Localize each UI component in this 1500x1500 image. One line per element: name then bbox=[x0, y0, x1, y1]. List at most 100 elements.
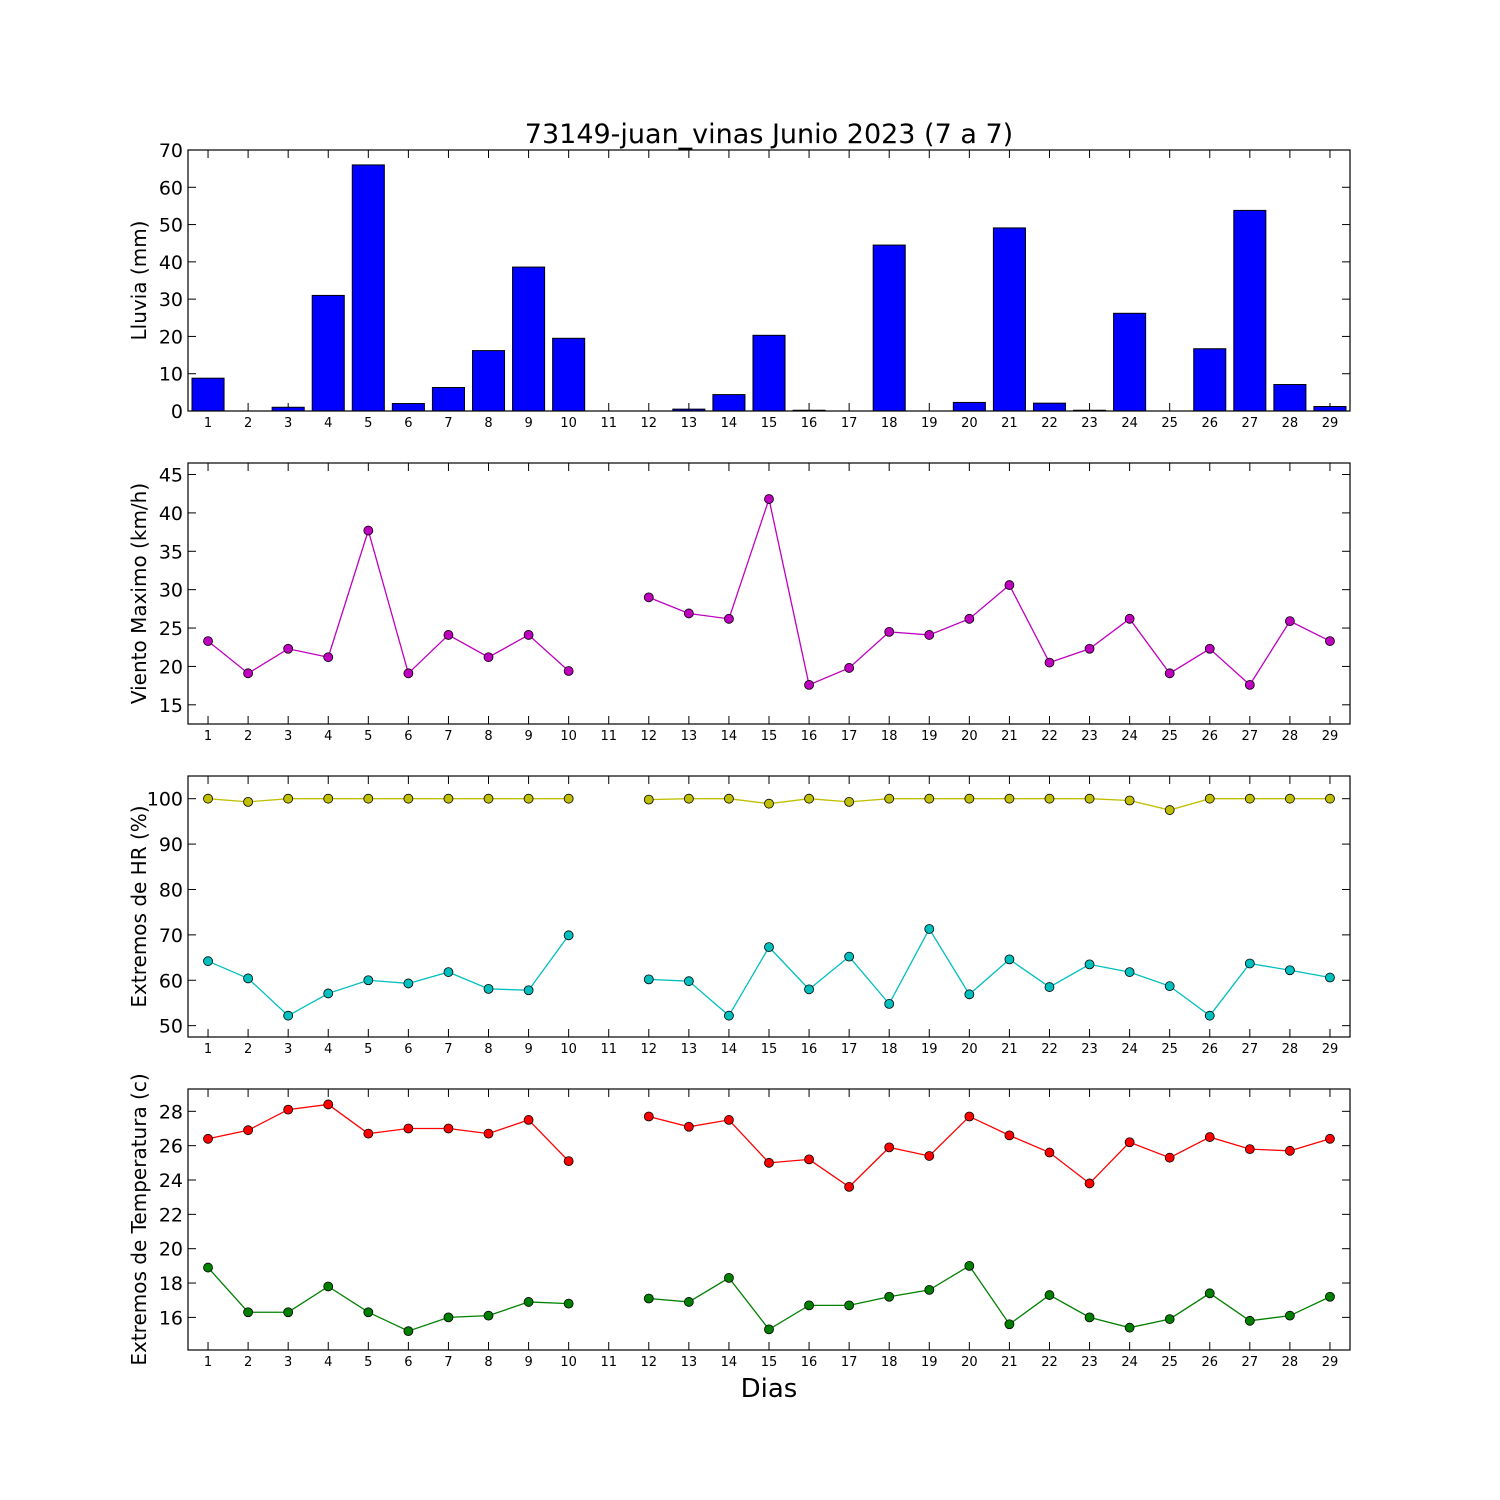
data-point bbox=[924, 1151, 935, 1161]
y-tick-label: 60 bbox=[159, 177, 183, 199]
data-point bbox=[884, 793, 895, 804]
y-axis-label: Viento Maximo (km/h) bbox=[127, 483, 151, 704]
x-tick-label: 5 bbox=[364, 416, 372, 431]
x-tick-label: 7 bbox=[444, 1355, 452, 1370]
x-tick-label: 4 bbox=[324, 1355, 332, 1370]
data-point bbox=[1044, 793, 1055, 804]
x-tick-label: 18 bbox=[881, 729, 898, 744]
data-point bbox=[1284, 793, 1295, 804]
bar bbox=[952, 401, 986, 412]
bar bbox=[552, 337, 586, 412]
x-tick-label: 1 bbox=[204, 729, 212, 744]
data-point bbox=[683, 1121, 694, 1132]
x-tick-label: 6 bbox=[404, 1355, 412, 1370]
data-point bbox=[283, 643, 294, 654]
data-point bbox=[1244, 793, 1255, 804]
data-point bbox=[443, 967, 454, 977]
y-tick-label: 40 bbox=[159, 503, 183, 525]
x-tick-label: 3 bbox=[284, 416, 292, 431]
data-point bbox=[563, 930, 574, 941]
data-point bbox=[964, 989, 975, 1000]
bar bbox=[712, 394, 746, 412]
data-point bbox=[563, 1298, 574, 1309]
x-tick-label: 12 bbox=[641, 1042, 658, 1057]
x-tick-label: 9 bbox=[524, 729, 532, 744]
data-point bbox=[403, 1123, 414, 1134]
x-tick-label: 25 bbox=[1161, 1042, 1178, 1057]
x-tick-label: 4 bbox=[324, 729, 332, 744]
data-point bbox=[203, 1133, 213, 1144]
data-point bbox=[1124, 1137, 1135, 1148]
x-tick-label: 10 bbox=[560, 729, 577, 744]
data-point bbox=[884, 998, 895, 1009]
x-tick-label: 14 bbox=[721, 1042, 738, 1057]
x-tick-label: 1 bbox=[204, 1355, 212, 1370]
data-point bbox=[1044, 1147, 1055, 1158]
bar bbox=[311, 294, 345, 412]
x-tick-label: 19 bbox=[921, 729, 938, 744]
x-tick-label: 26 bbox=[1201, 1042, 1218, 1057]
data-point bbox=[724, 793, 734, 804]
data-point bbox=[683, 1297, 694, 1307]
data-point bbox=[804, 793, 814, 804]
data-point bbox=[1004, 1130, 1015, 1141]
data-point bbox=[1164, 668, 1175, 679]
data-point bbox=[764, 1157, 774, 1168]
data-point bbox=[1084, 643, 1095, 654]
data-point bbox=[1164, 981, 1175, 992]
data-point bbox=[1204, 643, 1215, 654]
x-tick-label: 6 bbox=[404, 416, 412, 431]
data-point bbox=[363, 793, 374, 804]
data-point bbox=[443, 1312, 454, 1323]
x-tick-label: 12 bbox=[641, 1355, 658, 1370]
y-tick-label: 24 bbox=[159, 1170, 183, 1192]
series-line bbox=[207, 1103, 570, 1162]
data-point bbox=[643, 1293, 654, 1304]
data-point bbox=[1284, 616, 1295, 627]
data-point bbox=[1004, 1319, 1015, 1330]
x-tick-label: 21 bbox=[1001, 1042, 1018, 1057]
x-tick-label: 3 bbox=[284, 1355, 292, 1370]
x-axis-label: Dias bbox=[741, 1374, 798, 1404]
x-tick-label: 20 bbox=[961, 729, 978, 744]
y-tick-label: 18 bbox=[159, 1273, 183, 1295]
x-tick-label: 9 bbox=[524, 1355, 532, 1370]
x-tick-label: 1 bbox=[204, 1042, 212, 1057]
x-tick-label: 13 bbox=[681, 1355, 698, 1370]
data-point bbox=[1244, 679, 1255, 690]
bar bbox=[431, 387, 465, 412]
y-axis-label: Extremos de HR (%) bbox=[127, 805, 151, 1007]
data-point bbox=[1325, 972, 1335, 983]
data-point bbox=[1284, 1310, 1295, 1321]
bar bbox=[1233, 209, 1267, 412]
x-tick-label: 7 bbox=[444, 729, 452, 744]
data-point bbox=[1325, 1133, 1335, 1144]
x-tick-label: 11 bbox=[600, 1355, 617, 1370]
x-tick-label: 8 bbox=[484, 1042, 492, 1057]
data-point bbox=[1244, 1144, 1255, 1154]
chart-title: 73149-juan_vinas Junio 2023 (7 a 7) bbox=[525, 119, 1013, 150]
data-point bbox=[1164, 805, 1175, 815]
data-point bbox=[243, 1307, 254, 1318]
x-tick-label: 24 bbox=[1121, 1042, 1138, 1057]
series-line bbox=[648, 1115, 1331, 1188]
data-point bbox=[1325, 1291, 1335, 1302]
data-point bbox=[1284, 1145, 1295, 1156]
data-point bbox=[1044, 982, 1055, 992]
axes-frame bbox=[187, 775, 1351, 1038]
x-tick-label: 3 bbox=[284, 729, 292, 744]
series-line bbox=[207, 798, 569, 803]
data-point bbox=[964, 1260, 975, 1271]
x-tick-label: 28 bbox=[1282, 1355, 1299, 1370]
data-point bbox=[1325, 793, 1335, 804]
data-point bbox=[323, 1281, 334, 1292]
data-point bbox=[403, 1326, 414, 1337]
data-point bbox=[1204, 1288, 1215, 1299]
x-tick-label: 18 bbox=[881, 416, 898, 431]
data-point bbox=[643, 1111, 654, 1122]
x-tick-label: 1 bbox=[204, 416, 212, 431]
x-tick-label: 28 bbox=[1282, 729, 1299, 744]
x-tick-label: 11 bbox=[600, 729, 617, 744]
x-tick-label: 17 bbox=[841, 1042, 858, 1057]
